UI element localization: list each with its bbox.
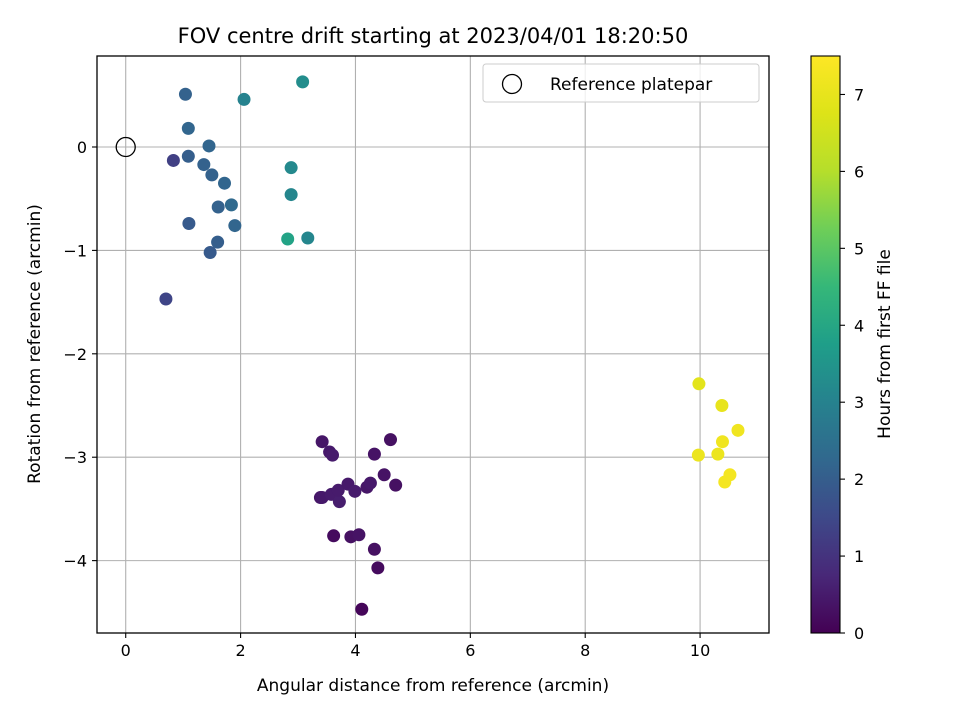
colorbar-tick-label: 5 — [854, 239, 864, 258]
chart-title: FOV centre drift starting at 2023/04/01 … — [178, 24, 689, 48]
colorbar-title: Hours from first FF file — [875, 249, 895, 439]
scatter-point — [691, 448, 705, 462]
x-axis-title: Angular distance from reference (arcmin) — [257, 676, 609, 696]
y-tick-label: −1 — [63, 241, 87, 260]
y-tick-label: −2 — [63, 345, 87, 364]
y-axis-ticks: 0 −1 −2 −3 −4 — [63, 138, 97, 571]
x-tick-label: 4 — [350, 641, 360, 660]
scatter-point — [377, 468, 391, 482]
x-tick-label: 2 — [235, 641, 245, 660]
scatter-point — [352, 528, 366, 542]
scatter-point — [211, 235, 225, 249]
colorbar-tick-label: 3 — [854, 393, 864, 412]
scatter-point — [371, 561, 385, 575]
scatter-point — [178, 87, 192, 101]
scatter-point — [731, 423, 745, 437]
scatter-point — [205, 168, 219, 182]
scatter-point — [166, 153, 180, 167]
plot-points — [159, 75, 745, 616]
scatter-point — [332, 495, 346, 509]
scatter-point — [284, 161, 298, 175]
x-tick-label: 10 — [690, 641, 710, 660]
scatter-point — [331, 483, 345, 497]
colorbar: 0 1 2 3 4 5 6 7 Hours from first FF file — [810, 55, 895, 643]
plot-frame — [96, 55, 770, 634]
colorbar-ticks: 0 1 2 3 4 5 6 7 — [840, 85, 864, 643]
scatter-point — [715, 399, 729, 413]
scatter-point — [197, 158, 211, 172]
x-axis-ticks: 0 2 4 6 8 10 — [121, 633, 710, 660]
scatter-point — [224, 198, 238, 212]
scatter-point — [383, 433, 397, 447]
x-tick-label: 6 — [465, 641, 475, 660]
x-tick-label: 0 — [121, 641, 131, 660]
reference-platepar-marker — [115, 136, 136, 158]
y-tick-label: −4 — [63, 552, 87, 571]
scatter-point — [355, 602, 369, 616]
scatter-point — [692, 377, 706, 391]
scatter-point — [348, 484, 362, 498]
legend-label: Reference platepar — [550, 75, 712, 95]
y-tick-label: −3 — [63, 448, 87, 467]
scatter-point — [315, 435, 329, 449]
colorbar-tick-label: 2 — [854, 470, 864, 489]
colorbar-tick-label: 1 — [854, 547, 864, 566]
colorbar-gradient — [811, 56, 840, 633]
scatter-point — [218, 176, 232, 190]
scatter-point — [711, 447, 725, 461]
scatter-point — [203, 245, 217, 259]
scatter-point — [715, 435, 729, 449]
legend-marker-icon — [501, 73, 523, 95]
scatter-point — [301, 231, 315, 245]
colorbar-frame — [810, 55, 841, 634]
scatter-point — [181, 121, 195, 135]
colorbar-tick-label: 4 — [854, 316, 864, 335]
scatter-point — [181, 149, 195, 163]
scatter-point — [159, 292, 173, 306]
scatter-point — [723, 468, 737, 482]
x-tick-label: 8 — [580, 641, 590, 660]
reference-marker-layer — [115, 136, 136, 158]
scatter-point — [367, 542, 381, 556]
scatter-point — [237, 92, 251, 106]
scatter-point — [363, 476, 377, 490]
y-axis-title: Rotation from reference (arcmin) — [25, 204, 45, 484]
y-tick-label: 0 — [77, 138, 87, 157]
scatter-point — [389, 478, 403, 492]
scatter-point — [281, 232, 295, 246]
scatter-point — [327, 529, 341, 543]
colorbar-tick-label: 0 — [854, 624, 864, 643]
colorbar-tick-label: 7 — [854, 85, 864, 104]
scatter-point — [284, 188, 298, 202]
scatter-point — [182, 217, 196, 231]
scatter-point — [211, 200, 225, 214]
scatter-point — [325, 448, 339, 462]
scatter-point — [228, 219, 242, 233]
scatter-point — [202, 139, 216, 153]
legend-box — [482, 63, 760, 103]
scatter-point — [296, 75, 310, 89]
scatter-point — [367, 447, 381, 461]
colorbar-tick-label: 6 — [854, 162, 864, 181]
legend: Reference platepar — [482, 63, 760, 103]
